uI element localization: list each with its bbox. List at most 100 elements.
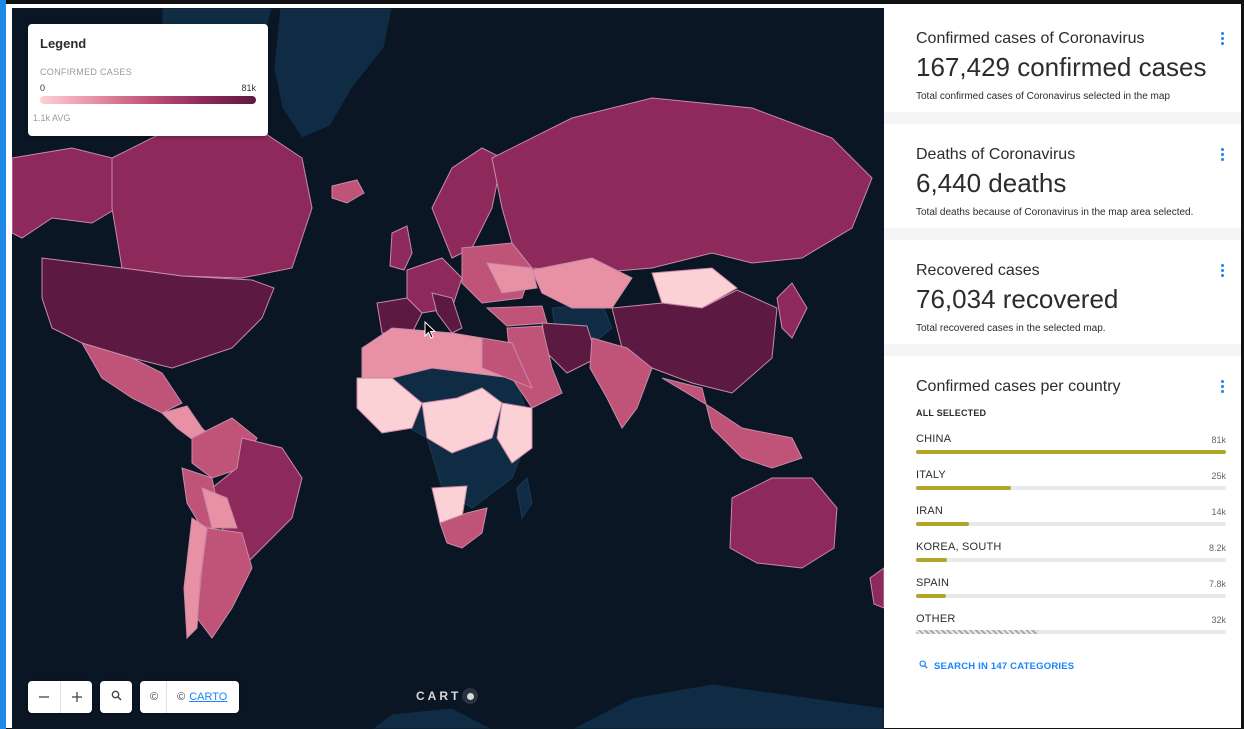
turkey-region[interactable] <box>485 305 548 327</box>
zoom-in-button[interactable] <box>60 681 92 713</box>
attribution-divider <box>166 681 168 713</box>
egypt-region[interactable] <box>481 337 533 389</box>
legend-scale-labels: 0 81k <box>40 83 256 93</box>
antarctica-region[interactable] <box>371 683 884 729</box>
uk-region[interactable] <box>389 225 413 271</box>
search-icon <box>919 660 928 672</box>
selection-status[interactable]: ALL SELECTED <box>916 408 987 418</box>
widget-options-icon[interactable] <box>1218 378 1226 395</box>
madagascar-region[interactable] <box>516 476 533 520</box>
widget-description: Total deaths because of Coronavirus in t… <box>916 207 1194 218</box>
category-row[interactable]: CHINA 81k <box>916 433 1226 454</box>
category-value: 8.2k <box>1208 543 1226 553</box>
category-bar-fill <box>916 486 1012 490</box>
map-search-button[interactable] <box>100 681 132 713</box>
mongolia-region[interactable] <box>651 267 738 309</box>
category-bar-track <box>916 450 1226 454</box>
usa-region[interactable] <box>41 257 275 369</box>
south-africa-region[interactable] <box>439 507 488 549</box>
search-icon <box>111 690 122 704</box>
widget-value: 76,034 recovered <box>916 284 1119 314</box>
category-bar-track <box>916 630 1226 634</box>
east-africa-region[interactable] <box>496 402 533 464</box>
category-value: 14k <box>1211 507 1226 517</box>
category-name: OTHER <box>916 613 956 625</box>
window-edge <box>0 0 6 729</box>
plus-icon <box>71 687 83 708</box>
category-row[interactable]: SPAIN 7.8k <box>916 577 1226 598</box>
carto-logo-text: CART <box>416 689 462 703</box>
russia-region[interactable] <box>491 97 873 274</box>
italy-region[interactable] <box>431 292 463 334</box>
search-categories-label: SEARCH IN 147 CATEGORIES <box>934 660 1075 672</box>
category-bar-fill <box>916 630 1039 634</box>
greenland-region[interactable] <box>273 8 393 139</box>
southeast-asia-region[interactable] <box>661 377 803 469</box>
category-row[interactable]: ITALY 25k <box>916 469 1226 490</box>
widget-title: Confirmed cases per country <box>916 378 1121 395</box>
australia-region[interactable] <box>729 477 838 569</box>
attribution-toggle-button[interactable]: © <box>150 691 159 703</box>
widget-separator <box>884 112 1241 124</box>
widget-value: 6,440 deaths <box>916 168 1067 198</box>
scandinavia-region[interactable] <box>431 147 503 259</box>
iceland-region[interactable] <box>331 179 365 204</box>
category-bar-track <box>916 558 1226 562</box>
widget-options-icon[interactable] <box>1218 262 1226 279</box>
new-zealand-region[interactable] <box>869 567 884 609</box>
legend-color-ramp <box>40 96 256 104</box>
category-name: CHINA <box>916 433 952 445</box>
category-row[interactable]: IRAN 14k <box>916 505 1226 526</box>
category-name: KOREA, SOUTH <box>916 541 1002 553</box>
category-bar-track <box>916 486 1226 490</box>
legend-title: Legend <box>40 36 87 51</box>
category-row[interactable]: OTHER 32k <box>916 613 1226 634</box>
canada-region[interactable] <box>111 117 313 279</box>
chile-region[interactable] <box>183 517 208 640</box>
mexico-region[interactable] <box>80 342 183 414</box>
bolivia-region[interactable] <box>201 487 238 529</box>
carto-attribution-link[interactable]: CARTO <box>189 691 228 703</box>
category-bar-track <box>916 522 1226 526</box>
category-bar-fill <box>916 594 946 598</box>
category-bar-track <box>916 594 1226 598</box>
confirmed-cases-widget: Confirmed cases of Coronavirus 167,429 c… <box>916 30 1226 102</box>
nigeria-region[interactable] <box>421 387 503 454</box>
legend-min: 0 <box>40 83 46 93</box>
widget-options-icon[interactable] <box>1218 30 1226 47</box>
category-bar-fill <box>916 450 1226 454</box>
category-name: ITALY <box>916 469 946 481</box>
widgets-panel: Confirmed cases of Coronavirus 167,429 c… <box>884 4 1241 728</box>
india-region[interactable] <box>589 337 653 429</box>
attribution-control: © © CARTO <box>140 681 239 713</box>
argentina-region[interactable] <box>196 527 253 639</box>
alaska-region[interactable] <box>12 147 118 239</box>
category-value: 7.8k <box>1208 579 1226 589</box>
legend-subtitle: CONFIRMED CASES <box>40 67 133 77</box>
widget-title: Confirmed cases of Coronavirus <box>916 30 1145 47</box>
map-legend: Legend CONFIRMED CASES 0 81k 1.1k AVG <box>28 24 268 136</box>
west-africa-region[interactable] <box>356 377 423 434</box>
minus-icon <box>38 687 50 708</box>
category-bar-fill <box>916 522 970 526</box>
korea-japan-region[interactable] <box>776 282 808 339</box>
cases-per-country-widget: Confirmed cases per country ALL SELECTED… <box>916 378 1226 672</box>
widget-description: Total confirmed cases of Coronavirus sel… <box>916 91 1171 102</box>
legend-average: 1.1k AVG <box>33 113 71 123</box>
category-name: SPAIN <box>916 577 950 589</box>
category-row[interactable]: KOREA, SOUTH 8.2k <box>916 541 1226 562</box>
widget-options-icon[interactable] <box>1218 146 1226 163</box>
widget-value: 167,429 confirmed cases <box>916 52 1207 82</box>
category-value: 32k <box>1211 615 1226 625</box>
deaths-widget: Deaths of Coronavirus 6,440 deaths Total… <box>916 146 1226 218</box>
widget-separator <box>884 344 1241 356</box>
search-categories-link[interactable]: SEARCH IN 147 CATEGORIES <box>916 660 1226 672</box>
widget-description: Total recovered cases in the selected ma… <box>916 323 1106 334</box>
spain-region[interactable] <box>376 297 423 334</box>
zoom-out-button[interactable] <box>28 681 60 713</box>
category-name: IRAN <box>916 505 944 517</box>
map-canvas[interactable] <box>12 8 884 729</box>
widget-separator <box>884 228 1241 240</box>
widget-title: Deaths of Coronavirus <box>916 146 1076 163</box>
ukraine-region[interactable] <box>486 262 538 294</box>
